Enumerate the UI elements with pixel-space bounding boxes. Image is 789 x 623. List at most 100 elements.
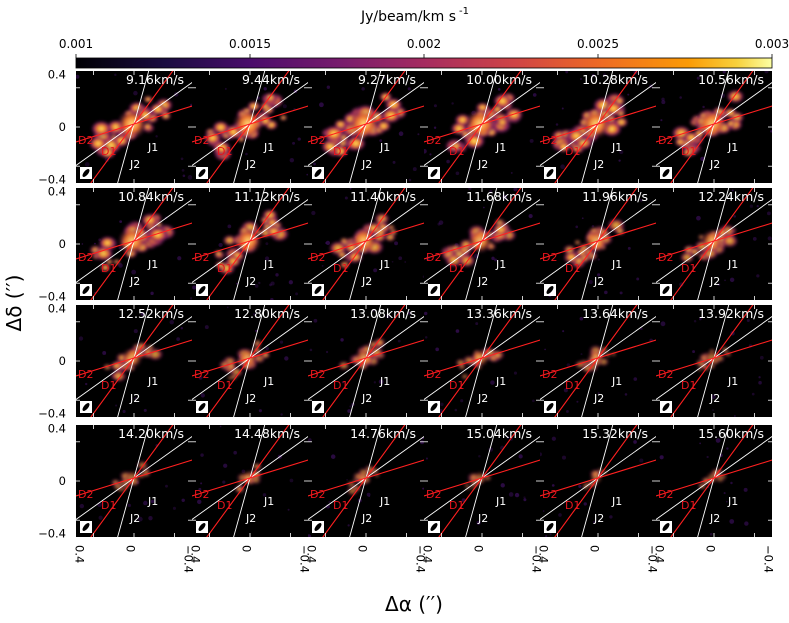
- disk-axis-line: [90, 71, 174, 183]
- channel-panel: 9.27km/s D2 D1 J1 J2: [308, 71, 424, 183]
- channel-panel: 13.64km/s D2 D1 J1 J2: [540, 305, 656, 417]
- label-j1: J1: [727, 375, 738, 388]
- channel-panel: 13.92km/s D2 D1 J1 J2: [656, 305, 772, 417]
- beam-ellipse: [314, 169, 322, 177]
- velocity-label: 12.24km/s: [698, 189, 764, 204]
- label-d2: D2: [310, 488, 325, 501]
- velocity-label: 14.48km/s: [234, 426, 300, 441]
- label-j2: J2: [361, 275, 372, 288]
- velocity-label: 10.84km/s: [118, 189, 184, 204]
- channel-panel: 11.96km/s D2 D1 J1 J2: [540, 188, 656, 300]
- disk-axis-line: [90, 305, 174, 417]
- label-j2: J2: [709, 275, 720, 288]
- x-tick-label: 0.4: [420, 545, 434, 563]
- x-tick-label: 0.4: [304, 545, 318, 563]
- label-d1: D1: [217, 499, 232, 512]
- label-j1: J1: [147, 141, 158, 154]
- colorbar-tick-label: 0.003: [755, 37, 789, 51]
- y-tick-label: 0.4: [48, 301, 66, 315]
- x-tick-label: 0: [704, 545, 718, 552]
- disk-axis-line: [438, 188, 522, 300]
- label-j2: J2: [361, 392, 372, 405]
- y-tick-label: 0: [59, 354, 66, 368]
- label-d2: D2: [658, 368, 673, 381]
- velocity-label: 11.68km/s: [466, 189, 532, 204]
- colorbar-tick-label: 0.0015: [229, 37, 271, 51]
- disk-axis-line: [438, 305, 522, 417]
- channel-panel: 12.24km/s D2 D1 J1 J2: [656, 188, 772, 300]
- label-j1: J1: [611, 141, 622, 154]
- disk-axis-line: [438, 71, 522, 183]
- beam-ellipse: [662, 286, 670, 294]
- label-d2: D2: [426, 368, 441, 381]
- velocity-label: 12.80km/s: [234, 306, 300, 321]
- y-tick-label: 0.4: [48, 67, 66, 81]
- label-d2: D2: [78, 368, 93, 381]
- channel-panel: 9.16km/s D2 D1 J1 J2: [76, 71, 192, 183]
- x-tick-label: 0: [240, 545, 254, 552]
- label-j2: J2: [593, 275, 604, 288]
- velocity-label: 14.76km/s: [350, 426, 416, 441]
- channel-panel: 13.08km/s D2 D1 J1 J2: [308, 305, 424, 417]
- beam-ellipse: [314, 523, 322, 531]
- channel-panel: 10.28km/s D2 D1 J1 J2: [540, 71, 656, 183]
- x-tick-label: 0: [124, 545, 138, 552]
- label-d1: D1: [217, 379, 232, 392]
- beam-ellipse: [430, 169, 438, 177]
- x-tick-label: 0.4: [652, 545, 666, 563]
- label-d2: D2: [658, 134, 673, 147]
- label-d1: D1: [217, 262, 232, 275]
- label-j2: J2: [477, 392, 488, 405]
- disk-axis-line: [322, 305, 406, 417]
- disk-axis-line: [670, 188, 754, 300]
- label-j2: J2: [477, 512, 488, 525]
- disk-axis-line: [670, 305, 754, 417]
- label-j1: J1: [727, 258, 738, 271]
- label-j2: J2: [129, 392, 140, 405]
- x-tick-label: 0.4: [72, 545, 86, 563]
- label-j1: J1: [495, 141, 506, 154]
- disk-axis-line: [554, 188, 638, 300]
- label-d2: D2: [194, 134, 209, 147]
- label-d2: D2: [310, 251, 325, 264]
- colorbar-tick-label: 0.0025: [577, 37, 619, 51]
- disk-axis-line: [206, 425, 290, 537]
- label-d1: D1: [681, 145, 696, 158]
- label-j1: J1: [727, 141, 738, 154]
- label-d1: D1: [101, 499, 116, 512]
- label-j2: J2: [593, 512, 604, 525]
- label-d1: D1: [565, 499, 580, 512]
- label-j2: J2: [361, 512, 372, 525]
- label-j2: J2: [245, 392, 256, 405]
- colorbar-tick-label: 0.002: [407, 37, 441, 51]
- beam-ellipse: [82, 286, 90, 294]
- channel-panel: 9.44km/s D2 D1 J1 J2: [192, 71, 308, 183]
- channel-panel: 10.00km/s D2 D1 J1 J2: [424, 71, 540, 183]
- channel-panel: 11.68km/s D2 D1 J1 J2: [424, 188, 540, 300]
- label-d2: D2: [78, 251, 93, 264]
- label-j2: J2: [709, 512, 720, 525]
- beam-ellipse: [662, 523, 670, 531]
- velocity-label: 15.60km/s: [698, 426, 764, 441]
- disk-axis-line: [438, 425, 522, 537]
- label-d2: D2: [658, 251, 673, 264]
- label-j1: J1: [495, 495, 506, 508]
- beam-ellipse: [430, 286, 438, 294]
- x-tick-label: 0: [356, 545, 370, 552]
- label-d2: D2: [78, 134, 93, 147]
- y-tick-label: −0.4: [38, 527, 66, 541]
- y-tick-label: 0.4: [48, 421, 66, 435]
- disk-axis-line: [90, 425, 174, 537]
- label-j2: J2: [129, 512, 140, 525]
- velocity-label: 12.52km/s: [118, 306, 184, 321]
- label-j2: J2: [129, 275, 140, 288]
- label-j2: J2: [593, 392, 604, 405]
- label-j1: J1: [379, 258, 390, 271]
- label-d1: D1: [449, 379, 464, 392]
- beam-ellipse: [198, 523, 206, 531]
- y-tick-label: 0.4: [48, 184, 66, 198]
- label-d2: D2: [78, 488, 93, 501]
- y-tick-label: 0: [59, 474, 66, 488]
- label-d2: D2: [310, 134, 325, 147]
- channel-panel: 14.48km/s D2 D1 J1 J2: [192, 425, 308, 537]
